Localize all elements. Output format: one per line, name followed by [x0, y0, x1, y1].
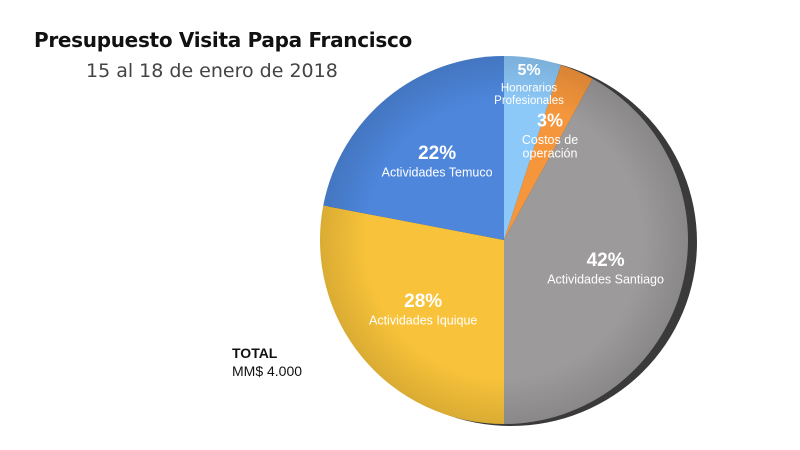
- chart-subtitle: 15 al 18 de enero de 2018: [86, 60, 338, 82]
- total-block: TOTAL MM$ 4.000: [232, 344, 302, 380]
- slice-percent-label: 3%: [537, 110, 563, 130]
- slice-category-label: Profesionales: [494, 95, 564, 107]
- slice-percent-label: 42%: [587, 250, 625, 271]
- slice-category-label: Costos de: [522, 133, 578, 147]
- total-label: TOTAL: [232, 345, 278, 361]
- slice-category-label: Actividades Temuco: [382, 166, 493, 180]
- slice-percent-label: 28%: [404, 291, 442, 312]
- slice-category-label: Honorarios: [501, 83, 557, 95]
- slice-percent-label: 22%: [418, 143, 456, 164]
- chart-title: Presupuesto Visita Papa Francisco: [34, 28, 412, 52]
- slice-category-label: Actividades Santiago: [547, 273, 664, 287]
- slice-category-label: Actividades Iquique: [369, 313, 477, 327]
- pie-shading: [320, 56, 688, 424]
- total-value: MM$ 4.000: [232, 363, 303, 379]
- slice-category-label: operación: [523, 146, 578, 160]
- slice-percent-label: 5%: [517, 62, 540, 79]
